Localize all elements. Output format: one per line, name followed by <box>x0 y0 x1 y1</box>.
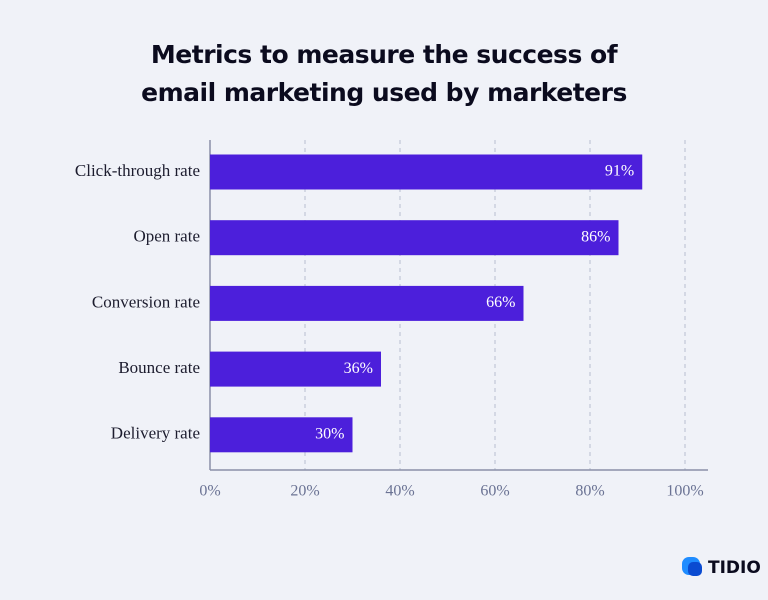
bar <box>210 351 381 387</box>
category-label: Delivery rate <box>111 424 200 443</box>
x-tick-label: 100% <box>666 483 703 500</box>
category-label: Click-through rate <box>75 161 200 180</box>
value-label: 66% <box>486 294 515 311</box>
value-label: 86% <box>581 228 610 245</box>
category-label: Open rate <box>133 227 200 246</box>
category-label: Conversion rate <box>92 292 200 311</box>
value-label: 36% <box>344 360 373 377</box>
bar <box>210 285 524 321</box>
value-label: 91% <box>605 163 634 180</box>
x-tick-label: 0% <box>199 483 220 500</box>
x-tick-label: 60% <box>480 483 509 500</box>
value-label: 30% <box>315 425 344 442</box>
bar <box>210 154 643 190</box>
x-tick-label: 20% <box>290 483 319 500</box>
brand-name: TIDIO <box>708 558 761 578</box>
x-tick-label: 40% <box>385 483 414 500</box>
logo-icon <box>682 557 702 576</box>
bar <box>210 220 619 256</box>
category-label: Bounce rate <box>118 358 200 377</box>
bar <box>210 417 353 453</box>
x-tick-label: 80% <box>575 483 604 500</box>
chart-title: Metrics to measure the success of email … <box>141 40 627 107</box>
